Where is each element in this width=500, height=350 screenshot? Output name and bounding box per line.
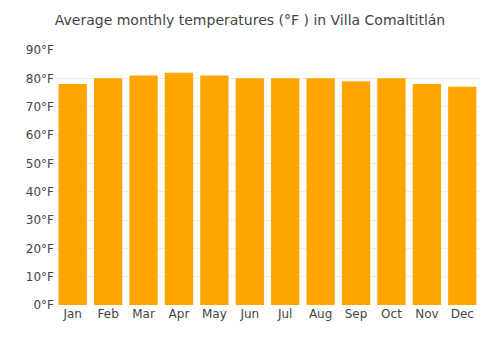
svg-text:May: May [202,307,227,321]
svg-text:Mar: Mar [132,307,155,321]
svg-text:30°F: 30°F [26,213,54,227]
svg-text:40°F: 40°F [26,185,54,199]
svg-text:Jan: Jan [62,307,82,321]
svg-text:Feb: Feb [98,307,119,321]
svg-text:0°F: 0°F [33,298,54,312]
svg-text:Average monthly temperatures (: Average monthly temperatures (°F ) in Vi… [55,12,445,28]
svg-text:Aug: Aug [309,307,332,321]
svg-text:50°F: 50°F [26,157,54,171]
svg-text:Dec: Dec [451,307,474,321]
svg-text:60°F: 60°F [26,128,54,142]
svg-text:70°F: 70°F [26,100,54,114]
svg-text:Oct: Oct [381,307,402,321]
svg-text:Apr: Apr [169,307,190,321]
svg-text:Jul: Jul [277,307,292,321]
svg-text:Jun: Jun [239,307,259,321]
svg-text:20°F: 20°F [26,242,54,256]
svg-text:80°F: 80°F [26,72,54,86]
svg-text:Nov: Nov [415,307,438,321]
svg-text:10°F: 10°F [26,270,54,284]
svg-text:90°F: 90°F [26,43,54,57]
svg-text:Sep: Sep [345,307,368,321]
